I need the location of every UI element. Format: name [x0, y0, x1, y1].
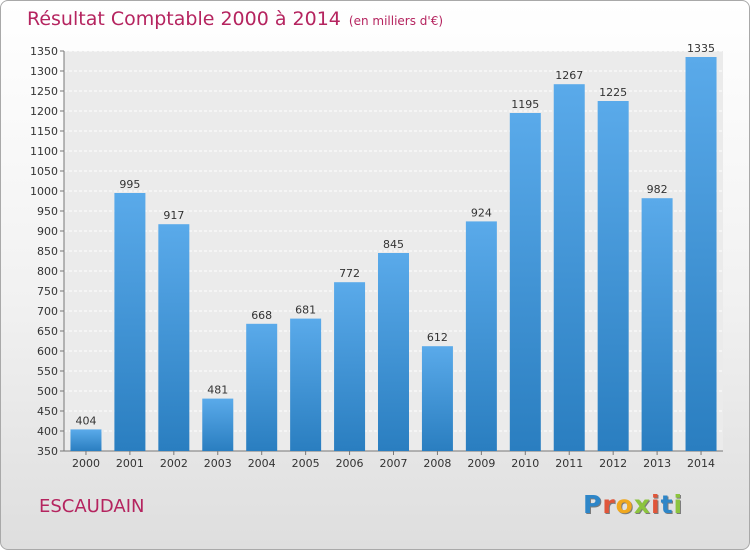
logo-letter: x — [633, 490, 651, 519]
logo-letter: P — [583, 490, 603, 519]
x-tick-label: 2001 — [116, 457, 144, 470]
bar — [553, 84, 585, 451]
y-tick-label: 400 — [37, 425, 58, 438]
x-tick-label: 2002 — [160, 457, 188, 470]
chart-unit-label: (en milliers d'€) — [348, 14, 444, 28]
bar — [290, 318, 322, 451]
y-tick-label: 1350 — [30, 45, 58, 58]
bar — [465, 221, 497, 451]
data-label: 404 — [75, 414, 96, 427]
y-tick-label: 550 — [37, 365, 58, 378]
bar — [334, 282, 366, 451]
data-label: 1225 — [599, 86, 627, 99]
x-tick-label: 2008 — [423, 457, 451, 470]
y-tick-label: 950 — [37, 205, 58, 218]
bar — [202, 398, 234, 451]
data-label: 668 — [251, 309, 272, 322]
bar — [378, 253, 409, 451]
data-label: 917 — [163, 209, 184, 222]
logo-letter: o — [615, 490, 634, 519]
x-tick-label: 2012 — [599, 457, 627, 470]
x-tick-label: 2006 — [336, 457, 364, 470]
bar — [70, 429, 102, 451]
bar — [114, 193, 146, 451]
y-tick-label: 1200 — [30, 105, 58, 118]
data-label: 924 — [471, 206, 492, 219]
y-tick-label: 800 — [37, 265, 58, 278]
logo-letter: r — [602, 490, 616, 519]
x-tick-label: 2007 — [380, 457, 408, 470]
x-tick-label: 2005 — [292, 457, 320, 470]
chart-title-text: Résultat Comptable 2000 à 2014 — [27, 8, 341, 30]
y-tick-label: 1150 — [30, 125, 58, 138]
y-tick-label: 1000 — [30, 185, 58, 198]
commune-name: ESCAUDAIN — [39, 496, 145, 517]
y-tick-label: 1250 — [30, 85, 58, 98]
logo-letter: t — [660, 490, 674, 519]
y-tick-label: 900 — [37, 225, 58, 238]
y-tick-label: 850 — [37, 245, 58, 258]
logo-letter: i — [651, 490, 661, 519]
data-label: 612 — [427, 331, 448, 344]
bar — [246, 323, 278, 451]
bar — [685, 57, 717, 451]
y-tick-label: 1300 — [30, 65, 58, 78]
y-tick-label: 1050 — [30, 165, 58, 178]
y-tick-label: 750 — [37, 285, 58, 298]
x-tick-label: 2004 — [248, 457, 276, 470]
data-label: 995 — [119, 178, 140, 191]
proxiti-logo: Proxiti — [583, 490, 683, 519]
data-label: 1195 — [511, 98, 539, 111]
bar — [158, 224, 190, 451]
x-tick-label: 2000 — [72, 457, 100, 470]
bar — [641, 198, 673, 451]
y-tick-label: 350 — [37, 445, 58, 458]
y-tick-label: 450 — [37, 405, 58, 418]
data-label: 772 — [339, 267, 360, 280]
x-tick-label: 2013 — [643, 457, 671, 470]
data-label: 845 — [383, 238, 404, 251]
y-tick-label: 1100 — [30, 145, 58, 158]
data-label: 481 — [207, 384, 228, 397]
y-tick-label: 700 — [37, 305, 58, 318]
data-label: 982 — [647, 183, 668, 196]
y-tick-label: 650 — [37, 325, 58, 338]
x-tick-label: 2010 — [511, 457, 539, 470]
x-tick-label: 2014 — [687, 457, 715, 470]
logo-letter: i — [673, 490, 684, 519]
bar — [421, 346, 453, 451]
data-label: 1335 — [687, 42, 715, 55]
y-tick-label: 600 — [37, 345, 58, 358]
y-tick-label: 500 — [37, 385, 58, 398]
data-label: 1267 — [555, 69, 583, 82]
chart-title: Résultat Comptable 2000 à 2014 (en millie… — [27, 8, 443, 30]
data-label: 681 — [295, 304, 316, 317]
x-tick-label: 2003 — [204, 457, 232, 470]
x-tick-label: 2011 — [555, 457, 583, 470]
bar — [597, 101, 629, 451]
bar — [509, 113, 541, 451]
x-tick-label: 2009 — [467, 457, 495, 470]
